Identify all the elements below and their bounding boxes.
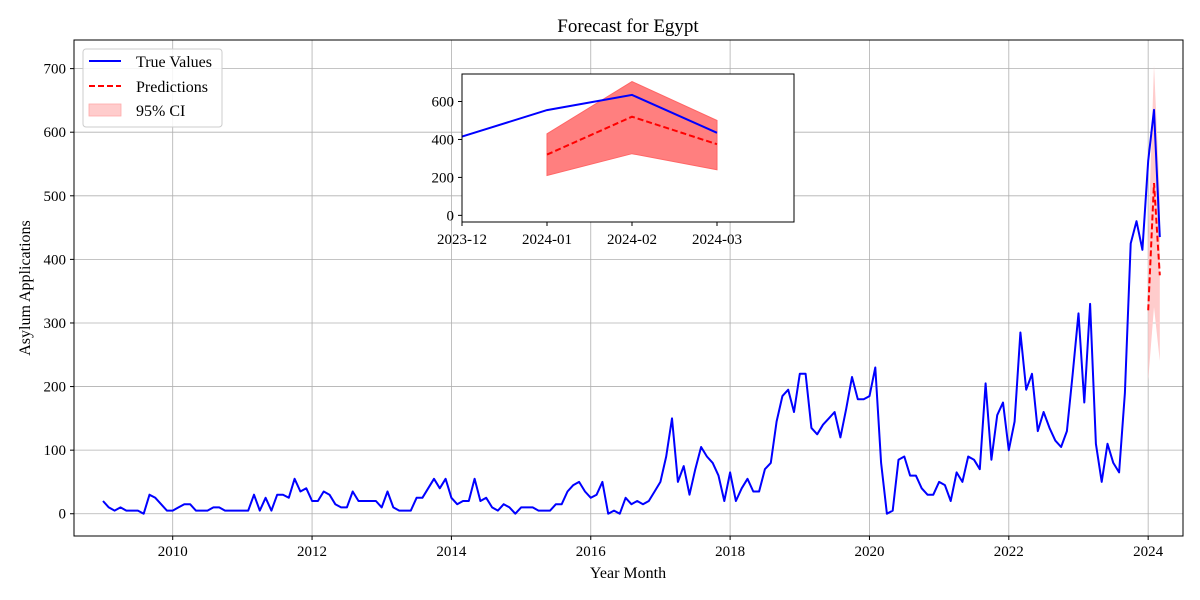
y-tick-label: 400 xyxy=(44,252,67,268)
inset-y-tick-label: 400 xyxy=(432,132,455,148)
inset-x-tick-label: 2024-01 xyxy=(522,232,572,248)
main-series xyxy=(102,65,1161,515)
inset-true-values-line xyxy=(461,93,718,138)
inset-x-ticks: 2023-12 2024-01 2024-02 2024-03 xyxy=(437,222,742,248)
chart-title: Forecast for Egypt xyxy=(557,16,699,37)
legend: True Values Predictions 95% CI xyxy=(82,48,223,128)
main-y-ticks: 0 100 200 300 400 500 600 700 xyxy=(44,62,74,523)
inset-series xyxy=(461,81,718,177)
main-plot-frame xyxy=(73,39,1184,537)
y-tick-label: 0 xyxy=(59,507,67,523)
inset-plot: 2023-12 2024-01 2024-02 2024-03 0 200 400 600 xyxy=(432,73,795,248)
y-tick-label: 700 xyxy=(44,62,67,78)
y-tick-label: 200 xyxy=(44,380,67,396)
inset-x-tick-label: 2023-12 xyxy=(437,232,487,248)
inset-y-tick-label: 600 xyxy=(432,95,455,111)
y-tick-label: 300 xyxy=(44,316,67,332)
inset-y-tick-label: 0 xyxy=(447,208,455,224)
main-x-ticks: 2010 2012 2014 2016 2018 2020 2022 2024 xyxy=(158,536,1164,560)
inset-predictions-line xyxy=(546,115,718,156)
x-tick-label: 2020 xyxy=(854,544,884,560)
true-values-line xyxy=(102,108,1161,515)
ci-band xyxy=(1148,65,1160,381)
legend-ci-swatch xyxy=(88,103,122,117)
inset-frame xyxy=(461,73,795,223)
inset-x-tick-label: 2024-02 xyxy=(607,232,657,248)
y-tick-label: 500 xyxy=(44,189,67,205)
inset-ci-band xyxy=(546,81,718,177)
x-tick-label: 2010 xyxy=(158,544,188,560)
x-axis-label: Year Month xyxy=(590,565,666,582)
predictions-line xyxy=(1147,183,1161,311)
x-tick-label: 2012 xyxy=(297,544,327,560)
legend-ci-label: 95% CI xyxy=(136,103,185,120)
x-tick-label: 2016 xyxy=(576,544,607,560)
legend-true-label: True Values xyxy=(136,54,212,71)
inset-y-ticks: 0 200 400 600 xyxy=(432,95,462,224)
x-tick-label: 2014 xyxy=(436,544,467,560)
x-tick-label: 2018 xyxy=(715,544,745,560)
legend-pred-label: Predictions xyxy=(136,79,208,96)
y-tick-label: 600 xyxy=(44,125,67,141)
x-tick-label: 2024 xyxy=(1133,544,1164,560)
inset-x-tick-label: 2024-03 xyxy=(692,232,742,248)
x-tick-label: 2022 xyxy=(994,544,1024,560)
inset-y-tick-label: 200 xyxy=(432,170,455,186)
y-axis-label: Asylum Applications xyxy=(17,220,34,356)
y-tick-label: 100 xyxy=(44,443,67,459)
